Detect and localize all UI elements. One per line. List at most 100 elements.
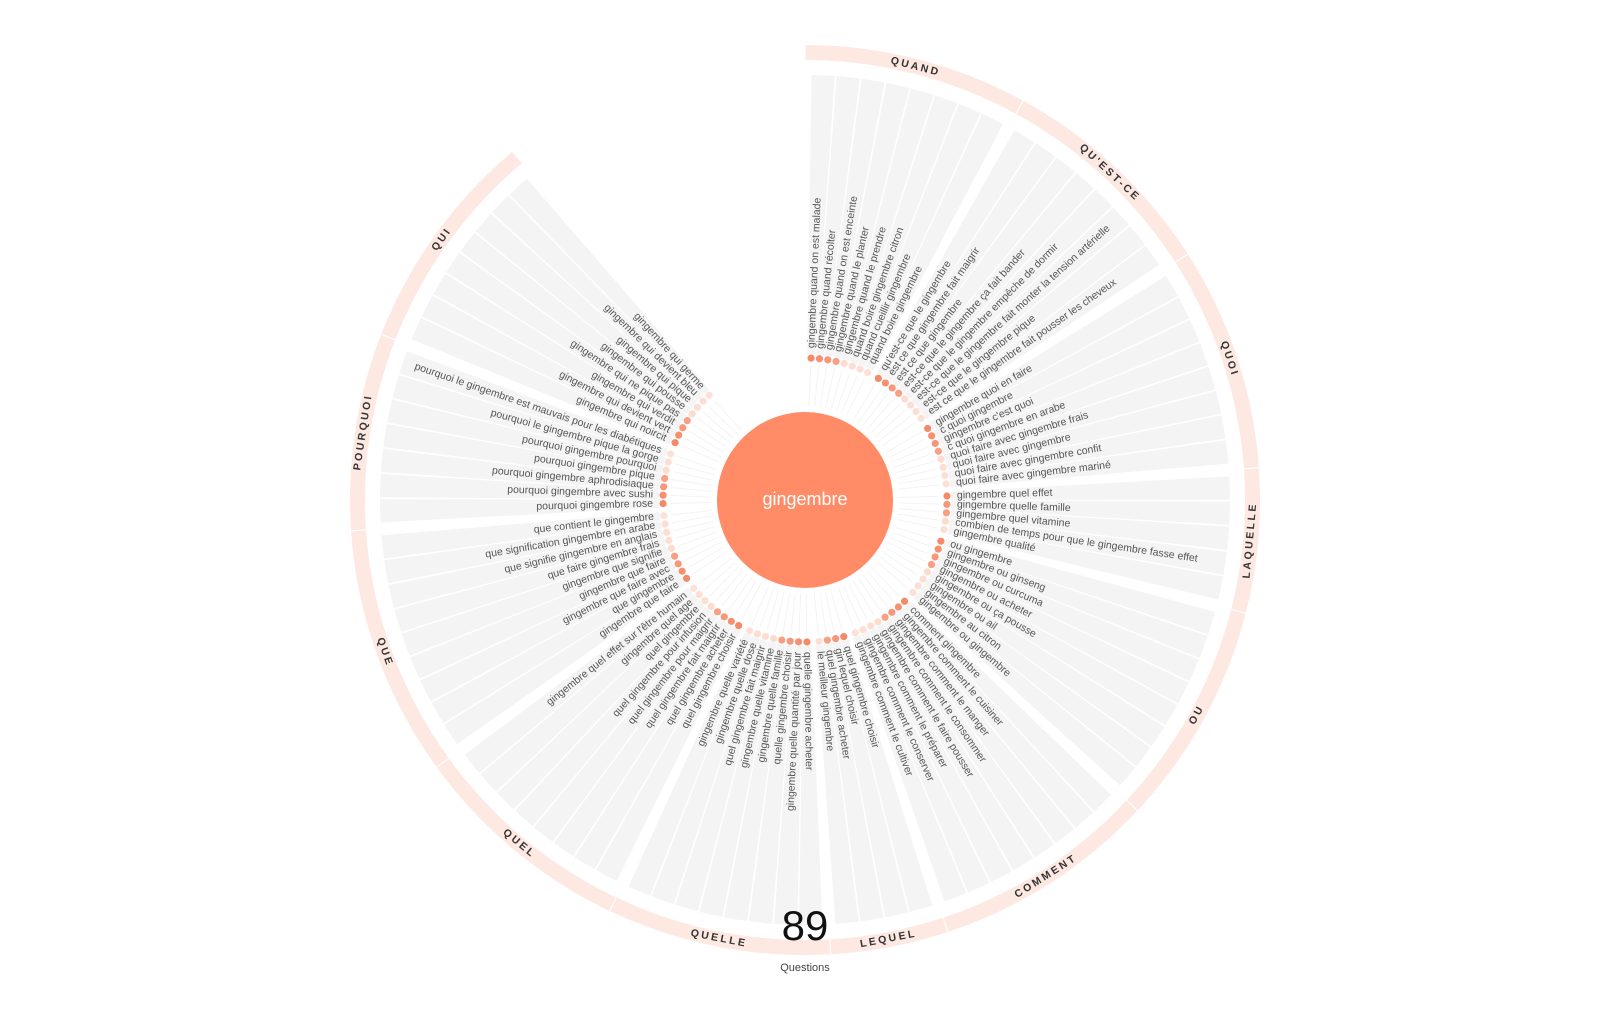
question-spoke[interactable] [401,545,670,656]
question-spoke[interactable] [380,499,660,523]
question-spoke[interactable] [475,213,698,408]
question-spoke[interactable] [444,577,686,745]
question-spoke[interactable] [553,617,726,857]
question-spoke[interactable] [883,618,1055,858]
question-spoke[interactable] [937,554,1199,682]
question-spoke[interactable] [928,570,1178,726]
question-spoke[interactable] [849,95,958,364]
question-label[interactable]: quelle gingembre acheter [801,652,815,771]
question-spoke[interactable] [933,562,1189,704]
question-label[interactable]: pourquoi gingembre avec sushi [507,484,653,501]
question-spoke[interactable] [948,415,1226,479]
question-spoke[interactable] [841,88,934,361]
question-spoke[interactable] [411,317,674,445]
category-arc-1[interactable] [1016,100,1188,262]
question-spoke[interactable] [433,273,682,430]
question-spoke[interactable] [807,75,835,355]
question-spoke[interactable] [824,643,884,922]
question-spoke[interactable] [824,78,885,357]
question-spoke[interactable] [913,591,1136,786]
question-spoke[interactable] [950,500,1230,525]
question-spoke[interactable] [381,512,661,559]
category-arc-7[interactable] [610,897,831,955]
question-spoke[interactable] [918,585,1151,767]
category-label[interactable]: POURQUOI [351,393,375,471]
category-label[interactable]: QUEL [500,826,538,860]
question-spoke[interactable] [480,594,699,792]
question-spoke[interactable] [940,343,1209,454]
question-spoke[interactable] [628,632,752,896]
question-spoke[interactable] [933,297,1190,438]
question-spoke[interactable] [876,623,1034,871]
question-spoke[interactable] [940,546,1208,658]
question-spoke[interactable] [832,641,909,918]
question-spoke[interactable] [841,639,933,912]
center-circle[interactable] [717,412,893,588]
question-spoke[interactable] [852,635,967,902]
question-spoke[interactable] [946,526,1224,600]
question-spoke[interactable] [574,622,733,870]
category-arc-4[interactable] [1126,610,1246,811]
category-arc-0[interactable] [805,45,1023,114]
question-spoke[interactable] [950,476,1230,500]
question-spoke[interactable] [410,554,673,679]
question-spoke[interactable] [380,448,661,491]
question-spoke[interactable] [387,399,664,474]
question-spoke[interactable] [394,537,667,633]
question-spoke[interactable] [868,627,1012,883]
question-spoke[interactable] [897,607,1094,828]
question-spoke[interactable] [898,172,1095,393]
category-arc-3[interactable] [1231,468,1261,613]
question-spoke[interactable] [392,375,666,465]
question-spoke[interactable] [509,178,710,396]
category-arc-8[interactable] [436,758,616,911]
question-spoke[interactable] [948,517,1227,575]
question-spoke[interactable] [815,644,859,924]
question-spoke[interactable] [431,569,681,724]
question-spoke[interactable] [384,520,662,584]
question-spoke[interactable] [460,232,692,415]
question-label[interactable]: gingembre quel effet [957,487,1053,502]
question-spoke[interactable] [533,612,719,842]
question-spoke[interactable] [910,207,1129,406]
category-arc-2[interactable] [1175,254,1259,469]
category-arc-9[interactable] [351,530,449,767]
question-spoke[interactable] [891,157,1076,388]
category-arc-10[interactable] [350,334,395,531]
question-spoke[interactable] [904,601,1112,812]
question-spoke[interactable] [865,113,1004,371]
question-spoke[interactable] [446,252,687,422]
question-spoke[interactable] [497,600,705,810]
question-spoke[interactable] [675,639,769,912]
question-spoke[interactable] [891,612,1075,844]
question-spoke[interactable] [943,366,1216,462]
question-spoke[interactable] [815,76,860,356]
category-arc-6[interactable] [830,917,948,955]
question-spoke[interactable] [924,577,1165,747]
question-spoke[interactable] [464,587,694,773]
question-spoke[interactable] [724,643,786,922]
question-spoke[interactable] [799,645,823,925]
question-spoke[interactable] [943,538,1215,635]
category-arc-5[interactable] [943,800,1138,932]
question-spoke[interactable] [904,189,1112,400]
question-spoke[interactable] [937,320,1200,446]
question-spoke[interactable] [699,641,777,917]
question-spoke[interactable] [949,509,1230,550]
center-keyword[interactable]: gingembre [717,412,893,588]
question-spoke[interactable] [421,295,678,437]
question-spoke[interactable] [876,130,1035,378]
question-spoke[interactable] [651,636,760,905]
question-spoke[interactable] [420,561,677,702]
question-spoke[interactable] [922,245,1160,420]
question-spoke[interactable] [949,440,1229,488]
question-label[interactable]: pourquoi gingembre rose [536,498,653,513]
question-spoke[interactable] [773,645,803,925]
question-spoke[interactable] [916,226,1145,413]
question-spoke[interactable] [946,390,1222,471]
category-arc-11[interactable] [381,151,522,340]
question-spoke[interactable] [884,143,1056,382]
question-spoke[interactable] [383,423,662,482]
question-spoke[interactable] [861,631,990,893]
question-spoke[interactable] [596,627,741,882]
